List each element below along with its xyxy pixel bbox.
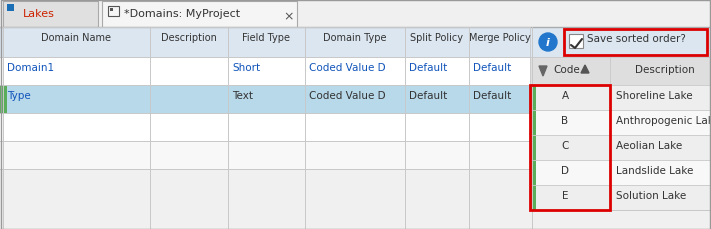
Text: Default: Default: [409, 63, 447, 73]
Bar: [530, 111, 536, 135]
Text: Coded Value D: Coded Value D: [309, 63, 385, 73]
Bar: [530, 185, 536, 210]
Bar: [0, 169, 530, 229]
Bar: [102, 2, 297, 28]
Bar: [110, 9, 113, 12]
Text: Save sorted order?: Save sorted order?: [587, 34, 686, 44]
Polygon shape: [581, 66, 589, 74]
Text: E: E: [562, 190, 568, 200]
Text: Default: Default: [473, 91, 511, 101]
Text: Text: Text: [232, 91, 253, 101]
Bar: [0, 86, 7, 114]
Text: Shoreline Lake: Shoreline Lake: [616, 91, 693, 101]
Bar: [10, 8, 14, 12]
Text: B: B: [562, 115, 569, 125]
Bar: [530, 210, 711, 229]
Text: *Domains: MyProject: *Domains: MyProject: [124, 9, 240, 19]
Bar: [569, 35, 583, 49]
Text: Domain Name: Domain Name: [41, 33, 111, 43]
Bar: [530, 135, 711, 160]
Bar: [108, 7, 119, 17]
Bar: [530, 111, 711, 135]
Bar: [530, 160, 711, 185]
Text: D: D: [561, 165, 569, 175]
Bar: [530, 135, 536, 160]
Text: i: i: [546, 38, 550, 48]
Text: Field Type: Field Type: [242, 33, 290, 43]
Bar: [530, 160, 536, 185]
Bar: [0, 86, 530, 114]
Bar: [564, 30, 707, 56]
Text: Split Policy: Split Policy: [410, 33, 464, 43]
Text: Default: Default: [473, 63, 511, 73]
Bar: [530, 86, 536, 111]
Text: Lakes: Lakes: [23, 9, 55, 19]
Text: Default: Default: [409, 91, 447, 101]
Bar: [530, 28, 711, 58]
Bar: [10, 5, 14, 9]
Text: Merge Policy: Merge Policy: [469, 33, 531, 43]
Bar: [530, 86, 711, 111]
Text: Code: Code: [554, 65, 580, 75]
Bar: [3, 2, 98, 28]
Polygon shape: [539, 67, 547, 77]
Bar: [0, 141, 530, 169]
Text: Domain Type: Domain Type: [324, 33, 387, 43]
Bar: [0, 0, 711, 28]
Circle shape: [539, 34, 557, 52]
Text: Anthropogenic Lake: Anthropogenic Lake: [616, 115, 711, 125]
Bar: [530, 185, 711, 210]
Text: Domain1: Domain1: [7, 63, 54, 73]
Bar: [7, 5, 11, 9]
Text: Landslide Lake: Landslide Lake: [616, 165, 693, 175]
Text: Description: Description: [635, 65, 695, 75]
Bar: [0, 114, 530, 141]
Text: Short: Short: [232, 63, 260, 73]
Text: ×: ×: [284, 10, 294, 23]
Text: Solution Lake: Solution Lake: [616, 190, 686, 200]
Text: C: C: [561, 140, 569, 150]
Bar: [563, 28, 709, 58]
Bar: [530, 86, 610, 210]
Text: Coded Value D: Coded Value D: [309, 91, 385, 101]
Text: Aeolian Lake: Aeolian Lake: [616, 140, 683, 150]
Bar: [0, 58, 530, 86]
Bar: [0, 28, 530, 58]
Bar: [530, 58, 711, 86]
Text: Description: Description: [161, 33, 217, 43]
Text: A: A: [562, 91, 569, 101]
Bar: [7, 8, 11, 12]
Text: Type: Type: [7, 91, 31, 101]
